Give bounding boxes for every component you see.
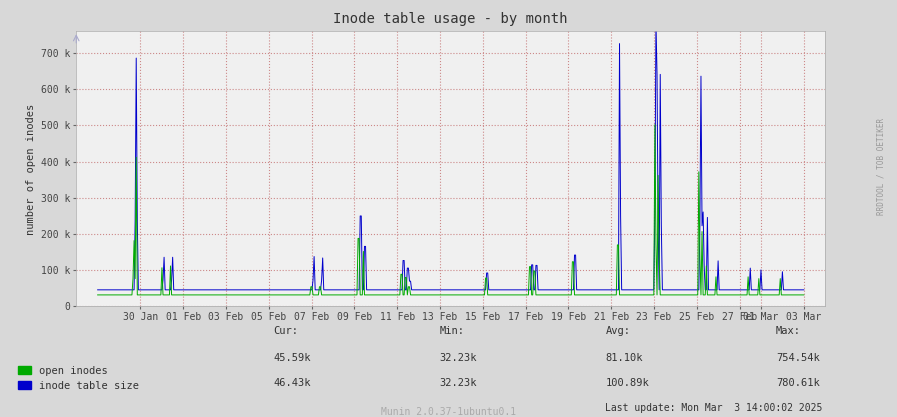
inode table size xyxy=(650,19,661,24)
open inodes xyxy=(266,292,276,297)
open inodes xyxy=(509,292,520,297)
open inodes xyxy=(182,292,193,297)
Text: 45.59k: 45.59k xyxy=(274,353,311,363)
Text: 754.54k: 754.54k xyxy=(776,353,820,363)
Text: Avg:: Avg: xyxy=(605,326,631,336)
Legend: open inodes, inode table size: open inodes, inode table size xyxy=(14,362,144,395)
Line: inode table size: inode table size xyxy=(98,22,804,290)
open inodes xyxy=(110,292,121,297)
open inodes xyxy=(92,292,103,297)
open inodes xyxy=(370,292,380,297)
Text: Last update: Mon Mar  3 14:00:02 2025: Last update: Mon Mar 3 14:00:02 2025 xyxy=(605,403,823,413)
Text: 46.43k: 46.43k xyxy=(274,378,311,388)
inode table size xyxy=(266,287,276,292)
Text: Max:: Max: xyxy=(776,326,801,336)
open inodes xyxy=(798,292,809,297)
inode table size xyxy=(797,287,808,292)
Text: 81.10k: 81.10k xyxy=(605,353,643,363)
open inodes xyxy=(649,122,660,127)
inode table size xyxy=(370,287,380,292)
inode table size xyxy=(110,287,121,292)
Text: Munin 2.0.37-1ubuntu0.1: Munin 2.0.37-1ubuntu0.1 xyxy=(381,407,516,417)
inode table size xyxy=(798,287,809,292)
Text: Min:: Min: xyxy=(440,326,465,336)
Text: RRDTOOL / TOB OETIKER: RRDTOOL / TOB OETIKER xyxy=(876,118,885,215)
Text: 32.23k: 32.23k xyxy=(440,378,477,388)
open inodes xyxy=(797,292,808,297)
Title: Inode table usage - by month: Inode table usage - by month xyxy=(334,12,568,26)
Text: 32.23k: 32.23k xyxy=(440,353,477,363)
Text: 780.61k: 780.61k xyxy=(776,378,820,388)
inode table size xyxy=(92,287,103,292)
inode table size xyxy=(182,287,193,292)
Text: Cur:: Cur: xyxy=(274,326,299,336)
Y-axis label: number of open inodes: number of open inodes xyxy=(26,103,36,234)
Line: open inodes: open inodes xyxy=(98,125,804,295)
Text: 100.89k: 100.89k xyxy=(605,378,649,388)
inode table size xyxy=(509,287,520,292)
